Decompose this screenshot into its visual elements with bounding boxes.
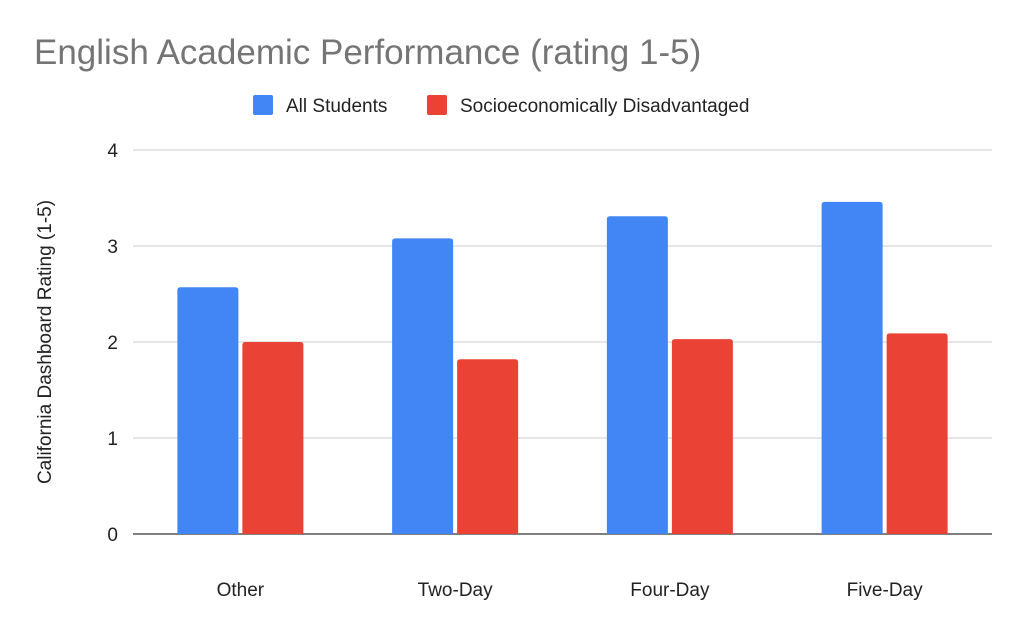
bar-two-day-all-students <box>392 238 454 534</box>
legend-swatch-socioeconomically-disadvantaged <box>427 95 447 115</box>
x-tick-label-other: Other <box>217 580 265 601</box>
y-axis-ticks: 0 1 2 3 4 <box>107 141 118 546</box>
legend-label-socioeconomically-disadvantaged: Socioeconomically Disadvantaged <box>460 96 749 117</box>
bar-five-day-all-students <box>821 201 883 534</box>
x-tick-label-four-day: Four-Day <box>630 580 710 601</box>
y-axis-title: California Dashboard Rating (1-5) <box>35 200 56 484</box>
y-tick-label-1: 1 <box>107 429 118 450</box>
bars <box>177 201 948 535</box>
x-tick-label-two-day: Two-Day <box>418 580 493 601</box>
y-tick-label-3: 3 <box>107 237 118 258</box>
y-tick-label-4: 4 <box>107 141 118 162</box>
x-axis-ticks: Other Two-Day Four-Day Five-Day <box>217 580 924 601</box>
bar-two-day-socioeconomically-disadvantaged <box>457 359 519 534</box>
bar-four-day-socioeconomically-disadvantaged <box>671 339 733 534</box>
bar-five-day-socioeconomically-disadvantaged <box>886 333 948 534</box>
y-tick-label-0: 0 <box>107 525 118 546</box>
bar-other-all-students <box>177 287 239 534</box>
chart-title: English Academic Performance (rating 1-5… <box>34 33 701 72</box>
legend-swatch-all-students <box>253 95 273 115</box>
legend-label-all-students: All Students <box>286 96 387 117</box>
legend: All Students Socioeconomically Disadvant… <box>253 95 749 117</box>
bar-other-socioeconomically-disadvantaged <box>242 342 304 534</box>
bar-four-day-all-students <box>606 216 668 535</box>
x-tick-label-five-day: Five-Day <box>847 580 924 601</box>
y-tick-label-2: 2 <box>107 333 118 354</box>
